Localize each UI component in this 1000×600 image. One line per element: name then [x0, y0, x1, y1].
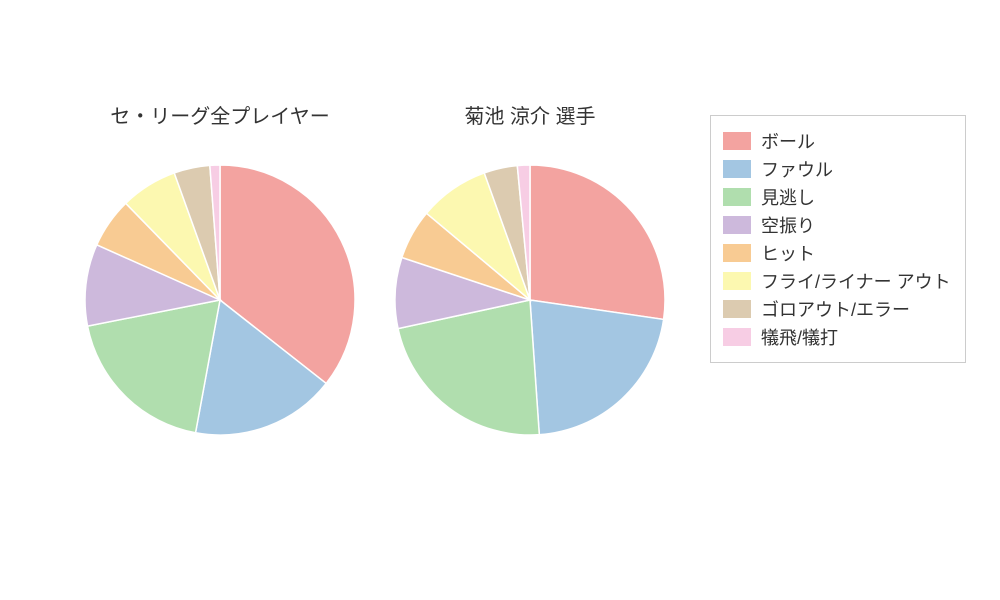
legend-label: ボール	[761, 128, 815, 154]
legend-item: フライ/ライナー アウト	[723, 268, 951, 294]
legend-swatch	[723, 188, 751, 206]
legend-label: 空振り	[761, 212, 815, 238]
legend-item: ヒット	[723, 240, 951, 266]
legend: ボールファウル見逃し空振りヒットフライ/ライナー アウトゴロアウト/エラー犠飛/…	[710, 115, 966, 363]
legend-item: 犠飛/犠打	[723, 324, 951, 350]
legend-label: 犠飛/犠打	[761, 324, 838, 350]
legend-label: フライ/ライナー アウト	[761, 268, 951, 294]
legend-item: ゴロアウト/エラー	[723, 296, 951, 322]
legend-label: ファウル	[761, 156, 833, 182]
legend-swatch	[723, 244, 751, 262]
legend-item: 見逃し	[723, 184, 951, 210]
chart-stage: セ・リーグ全プレイヤー35.617.319.09.8菊池 涼介 選手27.321…	[0, 0, 1000, 600]
legend-item: 空振り	[723, 212, 951, 238]
pie-chart	[85, 165, 355, 435]
legend-swatch	[723, 160, 751, 178]
legend-label: ヒット	[761, 240, 815, 266]
legend-item: ボール	[723, 128, 951, 154]
legend-swatch	[723, 300, 751, 318]
legend-swatch	[723, 328, 751, 346]
legend-label: 見逃し	[761, 184, 815, 210]
pie-chart	[395, 165, 665, 435]
pie-slice	[530, 300, 664, 435]
legend-label: ゴロアウト/エラー	[761, 296, 910, 322]
pie-slice	[530, 165, 665, 319]
chart-title: セ・リーグ全プレイヤー	[70, 100, 370, 129]
legend-swatch	[723, 132, 751, 150]
legend-swatch	[723, 216, 751, 234]
chart-title: 菊池 涼介 選手	[380, 100, 680, 129]
legend-swatch	[723, 272, 751, 290]
legend-item: ファウル	[723, 156, 951, 182]
